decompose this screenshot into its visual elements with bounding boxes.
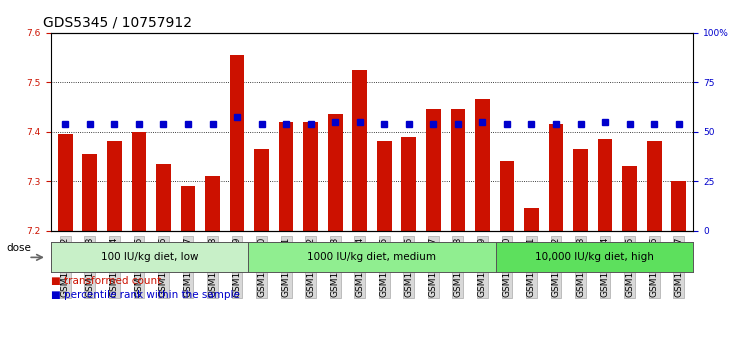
Bar bbox=[451, 109, 465, 231]
Bar bbox=[132, 131, 147, 231]
Text: ■ transformed count: ■ transformed count bbox=[51, 276, 161, 286]
Text: dose: dose bbox=[6, 243, 31, 253]
Bar bbox=[426, 109, 440, 231]
Text: 10,000 IU/kg diet, high: 10,000 IU/kg diet, high bbox=[535, 252, 654, 262]
Bar bbox=[58, 134, 73, 231]
Text: 100 IU/kg diet, low: 100 IU/kg diet, low bbox=[100, 252, 198, 262]
Bar bbox=[254, 149, 269, 231]
Bar bbox=[524, 208, 539, 231]
Bar bbox=[671, 181, 686, 231]
Bar bbox=[377, 142, 391, 231]
Bar bbox=[328, 114, 342, 231]
Bar bbox=[548, 124, 563, 231]
Bar bbox=[573, 149, 588, 231]
Bar bbox=[353, 70, 367, 231]
Bar bbox=[499, 161, 514, 231]
Text: ■ percentile rank within the sample: ■ percentile rank within the sample bbox=[51, 290, 240, 301]
Text: GDS5345 / 10757912: GDS5345 / 10757912 bbox=[43, 15, 192, 29]
Bar bbox=[402, 136, 416, 231]
Bar bbox=[622, 166, 637, 231]
Bar bbox=[230, 55, 245, 231]
Bar bbox=[279, 122, 293, 231]
Bar bbox=[475, 99, 490, 231]
Bar bbox=[205, 176, 220, 231]
Bar bbox=[156, 164, 171, 231]
Bar bbox=[107, 142, 122, 231]
Bar bbox=[181, 186, 196, 231]
Text: 1000 IU/kg diet, medium: 1000 IU/kg diet, medium bbox=[307, 252, 437, 262]
Bar bbox=[304, 122, 318, 231]
Bar bbox=[647, 142, 661, 231]
Bar bbox=[597, 139, 612, 231]
Bar bbox=[83, 154, 97, 231]
